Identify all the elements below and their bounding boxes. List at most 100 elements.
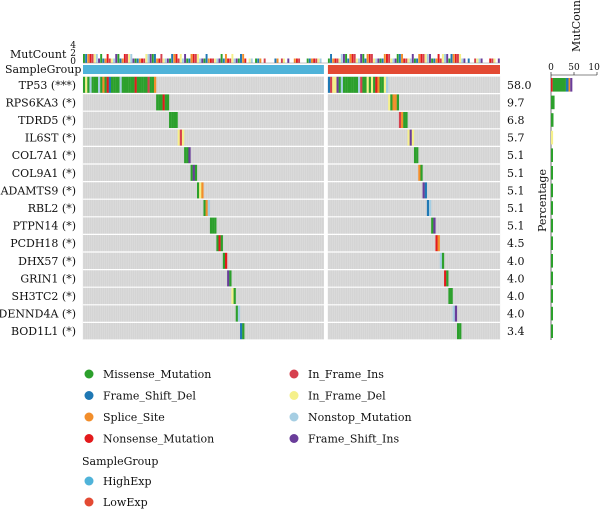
mutcount-bar (209, 58, 212, 63)
gene-label: DHX57 (*) (18, 255, 76, 268)
percentage-bar-seg (552, 78, 566, 92)
gene-label: GRIN1 (*) (20, 272, 76, 285)
mutcount-bar (396, 54, 399, 63)
mutation-cell (110, 76, 114, 93)
mutation-cell (368, 76, 372, 93)
mutcount-bar (418, 54, 421, 63)
mutation-cell (145, 76, 148, 93)
mutation-cell (407, 129, 410, 146)
right-ylabel: Percentage (536, 169, 549, 232)
mutcount-bar (441, 54, 444, 63)
mutcount-bar (156, 58, 159, 63)
legend-swatch (289, 369, 299, 379)
mutation-cell (192, 164, 195, 181)
samplegroup-label: SampleGroup (5, 63, 81, 76)
mutcount-bars (83, 54, 500, 64)
gene-percentage: 4.0 (507, 255, 525, 268)
percentage-bar (551, 306, 553, 321)
legend-swatch (289, 412, 299, 422)
mutcount-bar (259, 58, 262, 63)
legend-label: Frame_Shift_Del (103, 390, 196, 403)
mutcount-tick: 0 (70, 57, 76, 67)
mutation-cell (227, 270, 230, 287)
mutcount-bar (181, 58, 184, 63)
mutcount-bar (95, 54, 98, 63)
mutcount-bar (255, 58, 258, 63)
mutcount-bar (373, 58, 376, 63)
mutcount-bar (205, 54, 208, 63)
mutcount-bar (89, 54, 92, 63)
gene-percentage: 4.0 (507, 290, 525, 303)
mutcount-bar (439, 58, 442, 63)
mutation-cell (147, 76, 150, 93)
mutation-cell (383, 76, 387, 93)
gene-label: BOD1L1 (*) (11, 325, 76, 338)
mutcount-bar (353, 54, 356, 63)
mutation-cell (201, 182, 204, 199)
mutcount-bar (478, 58, 481, 63)
mutation-cell (358, 76, 361, 93)
mutation-cell (338, 76, 341, 93)
mutcount-bar (431, 58, 434, 63)
mutation-cell (89, 76, 92, 93)
mutation-cell (233, 288, 236, 304)
mutation-cell (173, 112, 176, 128)
mutcount-bar (126, 54, 128, 63)
mutcount-bar (345, 54, 348, 63)
mutation-cell (420, 164, 423, 181)
mutcount-bar (401, 54, 403, 63)
mutation-cell (416, 147, 419, 164)
mutcount-bar (336, 58, 339, 63)
mutation-cell (392, 94, 395, 111)
mutcount-bar (237, 58, 240, 63)
mutcount-bar (143, 58, 146, 63)
gene-percentage: 5.1 (507, 220, 525, 233)
mutation-cell (349, 76, 352, 93)
mutation-cell (390, 94, 393, 111)
mutcount-bar (280, 58, 283, 63)
mutation-cell (403, 112, 406, 128)
mutcount-bar (134, 58, 137, 63)
mutcount-bar (257, 58, 260, 63)
heatmap-grid (82, 75, 501, 341)
gene-label: IL6ST (*) (25, 132, 76, 145)
mutation-cell (435, 235, 438, 252)
gene-percentage: 4.0 (507, 272, 525, 285)
mutation-cell (190, 164, 193, 181)
mutcount-bar (151, 54, 154, 63)
mutcount-bar (171, 54, 174, 63)
mutation-cell (169, 112, 172, 128)
mutcount-bar (351, 54, 354, 63)
gene-label: COL9A1 (*) (12, 167, 76, 180)
mutcount-bar (446, 54, 449, 63)
mutation-cell (205, 200, 208, 216)
mutcount-bar (293, 58, 296, 63)
mutation-cell (207, 200, 211, 216)
mutcount-bar (274, 58, 277, 63)
mutation-cell (209, 217, 213, 234)
mutation-cell (220, 235, 223, 252)
mutation-cell (108, 76, 112, 93)
mutation-cell (439, 252, 443, 269)
mutation-cell (456, 323, 460, 340)
mutcount-bar (403, 58, 406, 63)
mutcount-bar (347, 58, 350, 63)
mutation-cell (385, 76, 389, 93)
mutcount-bar (192, 54, 195, 63)
mutcount-bar (349, 54, 352, 63)
mutcount-bar (102, 58, 105, 63)
mutation-cell (87, 76, 90, 93)
mutcount-bar (306, 58, 309, 63)
mutation-cell (106, 76, 109, 93)
mutcount-bar (342, 54, 345, 63)
mutcount-bar (203, 58, 206, 63)
mutation-cell (444, 270, 447, 287)
legend-swatch (84, 434, 94, 443)
legend-swatch (84, 391, 94, 400)
mutcount-bar (444, 54, 447, 63)
mutcount-bar (93, 54, 96, 63)
mutation-cell (388, 94, 391, 111)
mutcount-bar (370, 54, 373, 63)
mutcount-bar (138, 58, 141, 63)
